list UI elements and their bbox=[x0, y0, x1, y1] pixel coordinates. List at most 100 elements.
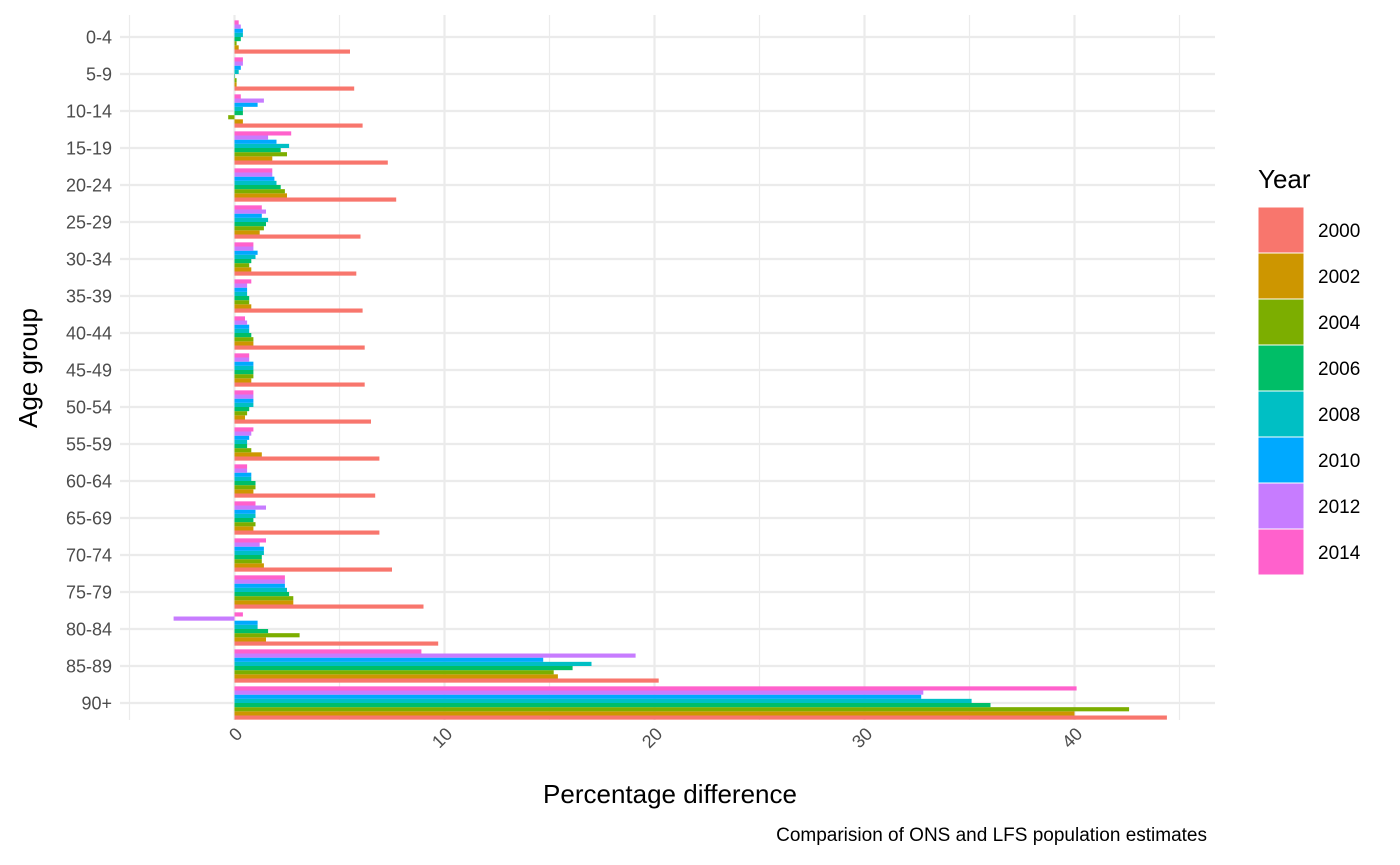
legend-key-2010 bbox=[1257, 436, 1305, 484]
bar-2008-45-49 bbox=[234, 365, 254, 370]
bar-2000-75-79 bbox=[234, 604, 424, 609]
bar-2012-10-14 bbox=[234, 98, 264, 103]
legend: Year 2000 2002 2004 2006 2008 2010 2012 2014 bbox=[1257, 164, 1361, 576]
bar-2010-35-39 bbox=[234, 287, 248, 292]
legend-label: 2014 bbox=[1318, 543, 1361, 564]
bar-2000-40-44 bbox=[234, 345, 365, 350]
bar-2004-70-74 bbox=[234, 559, 262, 564]
bar-2008-65-69 bbox=[234, 513, 256, 518]
bar-2008-85-89 bbox=[234, 661, 592, 666]
bar-2010-5-9 bbox=[234, 65, 241, 70]
bar-2002-45-49 bbox=[234, 378, 252, 383]
bar-2006-50-54 bbox=[234, 407, 250, 412]
bar-2012-40-44 bbox=[234, 320, 248, 325]
bar-2006-80-84 bbox=[234, 629, 269, 634]
bar-2006-35-39 bbox=[234, 296, 250, 301]
bar-2012-80-84 bbox=[173, 616, 235, 621]
bar-2012-70-74 bbox=[234, 542, 260, 547]
bar-2000-70-74 bbox=[234, 567, 392, 572]
bar-2000-60-64 bbox=[234, 493, 376, 498]
bar-2008-30-34 bbox=[234, 254, 256, 259]
legend-key-2004 bbox=[1257, 298, 1305, 346]
bar-2010-80-84 bbox=[234, 620, 258, 625]
bar-2014-90+ bbox=[234, 686, 1077, 691]
legend-label: 2000 bbox=[1318, 221, 1360, 242]
bar-2006-20-24 bbox=[234, 185, 281, 190]
bar-2002-80-84 bbox=[234, 637, 266, 642]
bar-2012-85-89 bbox=[234, 653, 636, 658]
bars-layer bbox=[173, 20, 1167, 720]
bar-2002-70-74 bbox=[234, 563, 264, 568]
bar-2002-0-4 bbox=[234, 45, 239, 50]
legend-title: Year bbox=[1258, 164, 1311, 194]
bar-2002-25-29 bbox=[234, 230, 260, 235]
bar-2006-5-9 bbox=[234, 74, 235, 79]
bar-2002-20-24 bbox=[234, 193, 287, 198]
y-tick-label: 90+ bbox=[81, 694, 112, 714]
bar-2008-0-4 bbox=[234, 32, 243, 37]
bar-2010-15-19 bbox=[234, 139, 277, 144]
bar-2000-85-89 bbox=[234, 678, 659, 683]
bar-2000-45-49 bbox=[234, 382, 365, 387]
y-tick-label: 60-64 bbox=[66, 472, 112, 492]
y-tick-label: 65-69 bbox=[66, 509, 112, 529]
bar-2014-10-14 bbox=[234, 94, 241, 99]
y-tick-label: 5-9 bbox=[86, 65, 112, 85]
bar-2012-15-19 bbox=[234, 135, 269, 140]
y-tick-label: 30-34 bbox=[66, 250, 112, 270]
bar-2014-60-64 bbox=[234, 464, 248, 469]
y-tick-label: 45-49 bbox=[66, 361, 112, 381]
bar-2010-30-34 bbox=[234, 250, 258, 255]
bar-2014-0-4 bbox=[234, 20, 239, 25]
bar-2004-55-59 bbox=[234, 448, 252, 453]
legend-key-2012 bbox=[1257, 482, 1305, 530]
gridlines bbox=[120, 15, 1215, 720]
legend-label: 2012 bbox=[1318, 497, 1360, 518]
bar-2004-40-44 bbox=[234, 337, 254, 342]
bar-2012-0-4 bbox=[234, 24, 241, 29]
y-tick-label: 15-19 bbox=[66, 139, 112, 159]
bar-2000-0-4 bbox=[234, 49, 350, 54]
bar-2002-65-69 bbox=[234, 526, 254, 531]
bar-2004-80-84 bbox=[234, 633, 300, 638]
bar-2004-10-14 bbox=[228, 115, 235, 120]
y-tick-label: 35-39 bbox=[66, 287, 112, 307]
bar-2008-25-29 bbox=[234, 217, 269, 222]
bar-2004-20-24 bbox=[234, 189, 285, 194]
bar-2014-5-9 bbox=[234, 57, 243, 62]
bar-2004-0-4 bbox=[234, 41, 237, 46]
bar-2014-70-74 bbox=[234, 538, 266, 543]
bar-2008-15-19 bbox=[234, 143, 290, 148]
bar-2008-35-39 bbox=[234, 291, 248, 296]
bar-2014-25-29 bbox=[234, 205, 262, 210]
bar-2000-90+ bbox=[234, 715, 1167, 720]
bar-2002-35-39 bbox=[234, 304, 252, 309]
bar-2006-30-34 bbox=[234, 259, 252, 264]
bar-2008-5-9 bbox=[234, 69, 239, 74]
y-axis-title: Age group bbox=[13, 308, 43, 428]
bar-2014-20-24 bbox=[234, 168, 273, 173]
bar-2012-50-54 bbox=[234, 394, 254, 399]
bar-2010-25-29 bbox=[234, 213, 262, 218]
y-tick-label: 75-79 bbox=[66, 583, 112, 603]
bar-2004-15-19 bbox=[234, 152, 287, 157]
bar-2004-75-79 bbox=[234, 596, 294, 601]
bar-2014-35-39 bbox=[234, 279, 252, 284]
bar-2012-25-29 bbox=[234, 209, 266, 214]
bar-2010-0-4 bbox=[234, 28, 243, 33]
bar-2000-35-39 bbox=[234, 308, 363, 313]
bar-2000-5-9 bbox=[234, 86, 355, 91]
y-tick-label: 85-89 bbox=[66, 657, 112, 677]
bar-2004-45-49 bbox=[234, 374, 254, 379]
bar-2014-65-69 bbox=[234, 501, 256, 506]
bar-2012-55-59 bbox=[234, 431, 252, 436]
bar-2012-60-64 bbox=[234, 468, 248, 473]
bar-2004-35-39 bbox=[234, 300, 250, 305]
bar-2014-30-34 bbox=[234, 242, 254, 247]
bar-2010-10-14 bbox=[234, 102, 258, 107]
bar-2010-85-89 bbox=[234, 657, 544, 662]
chart-caption: Comparision of ONS and LFS population es… bbox=[776, 825, 1207, 846]
y-tick-labels: 0-4 5-9 10-14 15-19 20-24 25-29 30-34 35-39 40-4… bbox=[66, 28, 112, 714]
bar-2014-15-19 bbox=[234, 131, 292, 136]
